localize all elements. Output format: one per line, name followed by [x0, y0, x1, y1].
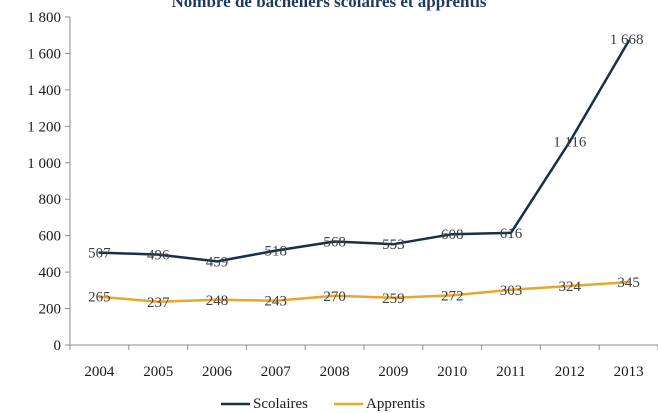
data-label: 259 [382, 291, 405, 307]
x-tick-label: 2005 [143, 364, 173, 380]
data-label: 237 [147, 295, 170, 311]
legend-label-scolaires: Scolaires [253, 396, 308, 412]
data-label: 324 [559, 279, 582, 295]
data-label: 616 [500, 226, 523, 242]
data-label: 1 668 [610, 32, 644, 48]
y-tick-label: 1 600 [27, 46, 61, 62]
chart-title: Nombre de bacheliers scolaires et appren… [172, 0, 487, 11]
y-tick-label: 1 400 [27, 83, 61, 99]
x-tick-label: 2007 [261, 364, 292, 380]
data-label: 345 [617, 275, 640, 291]
series-line-apprentis [98, 280, 630, 304]
y-tick-label: 1 000 [27, 156, 61, 172]
x-axis-ticks: 2004 2005 2006 2007 2008 2009 2010 2011 2012 2013 [69, 345, 658, 380]
series-layer [98, 39, 630, 304]
data-label: 507 [88, 246, 111, 262]
data-label: 248 [206, 293, 229, 309]
x-tick-label: 2009 [378, 364, 408, 380]
x-tick-label: 2004 [84, 364, 115, 380]
x-tick-label: 2008 [320, 364, 350, 380]
data-label: 303 [500, 283, 523, 299]
data-label: 568 [323, 234, 346, 250]
data-label: 272 [441, 288, 464, 304]
y-tick-label: 1 200 [27, 119, 61, 135]
y-tick-label: 600 [39, 229, 62, 245]
data-labels-layer: 507 496 459 518 568 553 608 616 1 116 1 668 265 237… [88, 32, 643, 311]
y-tick-label: 800 [39, 192, 62, 208]
y-axis-ticks: 0 200 400 600 800 1 000 1 200 1 400 1 600 1 800 [27, 10, 70, 354]
data-label: 553 [382, 237, 405, 253]
y-tick-label: 0 [54, 338, 62, 354]
x-tick-label: 2012 [555, 364, 585, 380]
data-label: 608 [441, 227, 464, 243]
data-label: 243 [265, 294, 288, 310]
y-tick-label: 200 [39, 302, 62, 318]
legend-label-apprentis: Apprentis [366, 396, 425, 412]
x-tick-label: 2011 [496, 364, 525, 380]
x-tick-label: 2013 [614, 364, 644, 380]
data-label: 459 [206, 254, 229, 270]
y-tick-label: 400 [39, 265, 62, 281]
series-line-scolaires [98, 39, 630, 263]
legend: Scolaires Apprentis [221, 396, 425, 412]
data-label: 496 [147, 248, 170, 264]
data-label: 270 [323, 289, 346, 305]
x-tick-label: 2010 [437, 364, 467, 380]
data-label: 265 [88, 290, 111, 306]
y-tick-label: 1 800 [27, 10, 61, 26]
data-label: 518 [265, 244, 288, 260]
data-label: 1 116 [553, 135, 587, 151]
x-tick-label: 2006 [202, 364, 233, 380]
